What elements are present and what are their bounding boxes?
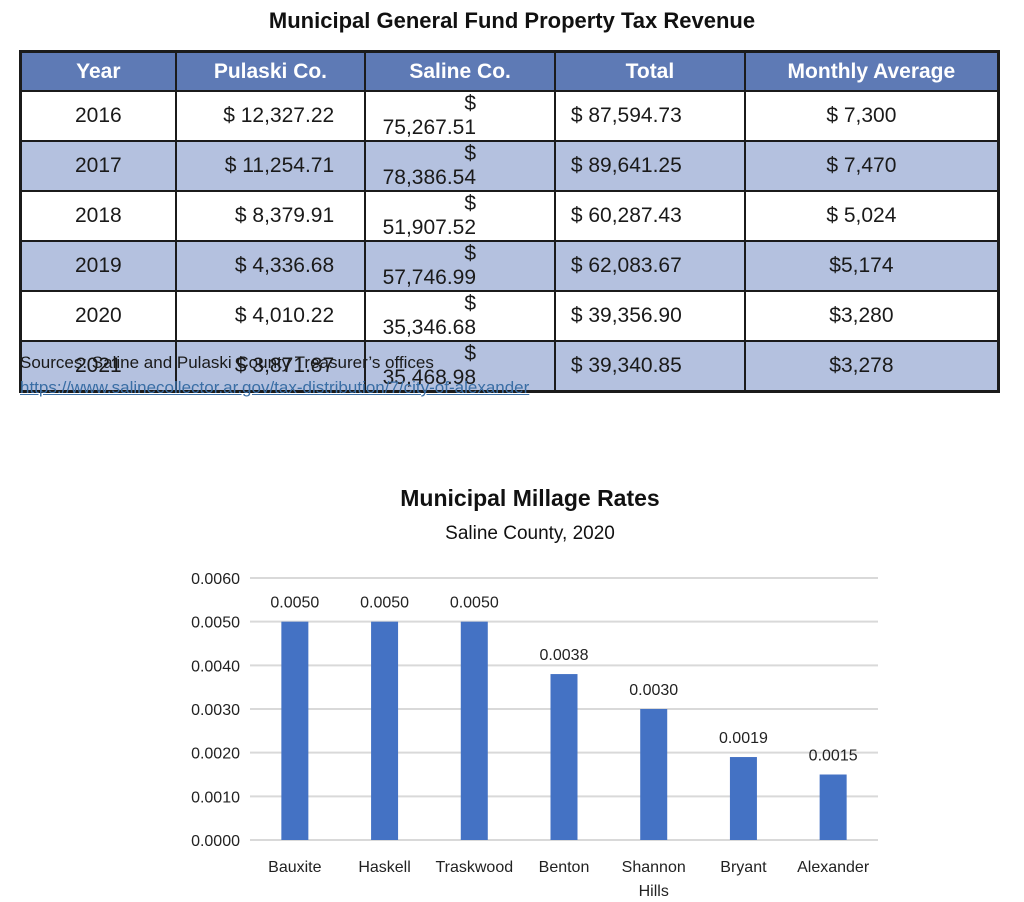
header-pulaski: Pulaski Co. <box>174 50 367 92</box>
sources-block: Sources: Saline and Pulaski County Treas… <box>20 350 529 400</box>
data-label: 0.0050 <box>360 595 409 612</box>
cell-year: 2018 <box>19 190 177 242</box>
cell-pulaski: $ 4,336.68 <box>174 240 367 292</box>
y-tick-label: 0.0030 <box>191 702 240 719</box>
cell-total: $ 39,356.90 <box>554 290 746 342</box>
cell-saline: $ 75,267.51 <box>364 90 557 142</box>
cell-saline: $ 51,907.52 <box>364 190 557 242</box>
x-tick-label: Traskwood <box>435 859 513 876</box>
cell-saline: $ 35,468.98 <box>364 340 557 393</box>
header-total: Total <box>554 50 746 92</box>
bar <box>640 709 668 840</box>
cell-monthly-average: $ 7,300 <box>743 90 1000 142</box>
cell-monthly-average: $3,278 <box>743 340 1000 393</box>
cell-year: 2019 <box>19 240 177 292</box>
data-label: 0.0030 <box>629 682 678 699</box>
cell-pulaski: $ 8,379.91 <box>174 190 367 242</box>
x-tick-label: Hills <box>639 883 669 900</box>
sources-text: Sources: Saline and Pulaski County Treas… <box>20 353 434 372</box>
y-tick-label: 0.0050 <box>191 615 240 632</box>
header-monthly-average: Monthly Average <box>743 50 1000 92</box>
table-row: 2019 $ 4,336.68 $ 57,746.99 $ 62,083.67 … <box>19 240 1000 292</box>
y-tick-label: 0.0000 <box>191 833 240 850</box>
y-tick-label: 0.0020 <box>191 746 240 763</box>
bar <box>550 674 578 840</box>
table-row: 2018 $ 8,379.91 $ 51,907.52 $ 60,287.43 … <box>19 190 1000 242</box>
bar <box>371 621 399 840</box>
data-label: 0.0038 <box>540 647 589 664</box>
data-label: 0.0050 <box>450 595 499 612</box>
cell-year: 2016 <box>19 90 177 142</box>
cell-total: $ 39,340.85 <box>554 340 746 393</box>
cell-monthly-average: $ 5,024 <box>743 190 1000 242</box>
data-label: 0.0015 <box>809 748 858 765</box>
cell-year: 2020 <box>19 290 177 342</box>
revenue-table: Year Pulaski Co. Saline Co. Total Monthl… <box>19 50 1000 393</box>
sources-link[interactable]: https://www.salinecollector.ar.gov/tax-d… <box>20 378 530 397</box>
cell-saline: $ 78,386.54 <box>364 140 557 192</box>
table-title: Municipal General Fund Property Tax Reve… <box>268 8 756 33</box>
y-tick-label: 0.0040 <box>191 658 240 675</box>
cell-total: $ 89,641.25 <box>554 140 746 192</box>
cell-monthly-average: $3,280 <box>743 290 1000 342</box>
bar <box>819 774 847 840</box>
x-tick-label: Bryant <box>720 859 767 876</box>
cell-monthly-average: $5,174 <box>743 240 1000 292</box>
header-year: Year <box>19 50 177 92</box>
bar <box>281 621 309 840</box>
bar <box>729 757 757 840</box>
table-row: 2020 $ 4,010.22 $ 35,346.68 $ 39,356.90 … <box>19 290 1000 342</box>
chart-subtitle: Saline County, 2020 <box>445 523 615 544</box>
cell-monthly-average: $ 7,470 <box>743 140 1000 192</box>
table-header-row: Year Pulaski Co. Saline Co. Total Monthl… <box>19 50 1000 92</box>
y-tick-label: 0.0010 <box>191 789 240 806</box>
cell-pulaski: $ 12,327.22 <box>174 90 367 142</box>
cell-total: $ 62,083.67 <box>554 240 746 292</box>
cell-total: $ 60,287.43 <box>554 190 746 242</box>
cell-saline: $ 57,746.99 <box>364 240 557 292</box>
cell-year: 2017 <box>19 140 177 192</box>
x-tick-label: Alexander <box>797 859 870 876</box>
x-tick-label: Benton <box>539 859 590 876</box>
x-tick-label: Haskell <box>358 859 410 876</box>
table-row: 2016 $ 12,327.22 $ 75,267.51 $ 87,594.73… <box>19 90 1000 142</box>
cell-total: $ 87,594.73 <box>554 90 746 142</box>
cell-pulaski: $ 3,871.87 <box>174 340 367 393</box>
table-row: 2017 $ 11,254.71 $ 78,386.54 $ 89,641.25… <box>19 140 1000 192</box>
y-tick-label: 0.0060 <box>191 571 240 588</box>
data-label: 0.0050 <box>270 595 319 612</box>
cell-pulaski: $ 11,254.71 <box>174 140 367 192</box>
bar <box>460 621 488 840</box>
cell-saline: $ 35,346.68 <box>364 290 557 342</box>
chart-title: Municipal Millage Rates <box>400 485 660 511</box>
cell-year: 2021 <box>19 340 177 393</box>
x-tick-label: Shannon <box>622 859 686 876</box>
header-saline: Saline Co. <box>364 50 557 92</box>
x-tick-label: Bauxite <box>268 859 321 876</box>
table-row: 2021 $ 3,871.87 $ 35,468.98 $ 39,340.85 … <box>19 340 1000 393</box>
millage-bar-chart: 0.0000 0.0010 0.0020 0.0030 0.0040 0.0050 0.00… <box>191 571 878 900</box>
data-label: 0.0019 <box>719 730 768 747</box>
cell-pulaski: $ 4,010.22 <box>174 290 367 342</box>
